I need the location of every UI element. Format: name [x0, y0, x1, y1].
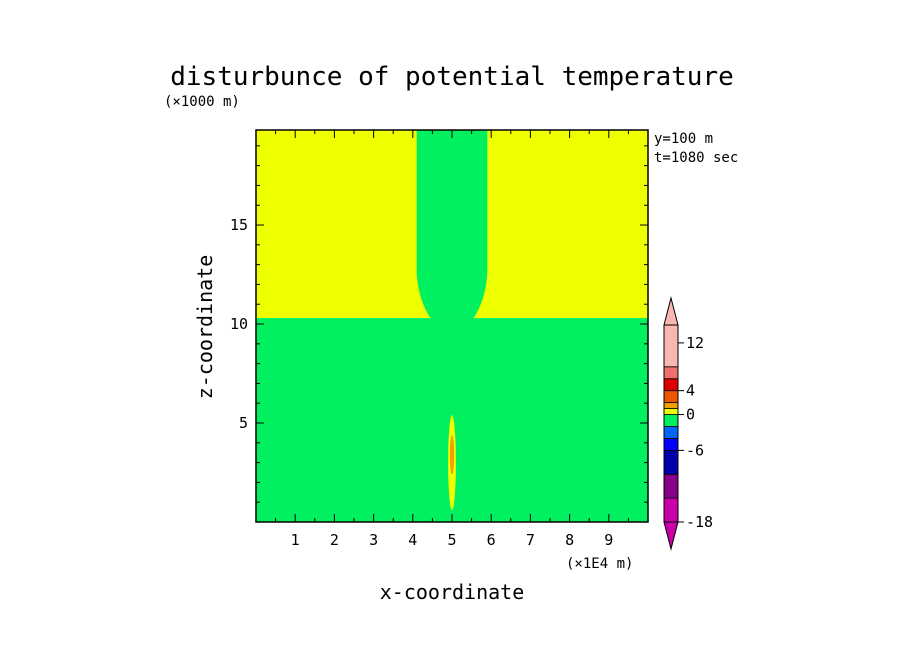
colorbar-tick-label: -6 [686, 441, 704, 459]
colorbar-swatch [663, 426, 679, 439]
x-tick-label: 9 [604, 531, 613, 549]
minor-ticks [256, 130, 648, 522]
colorbar: 12 4 0 -6 -18 [663, 296, 713, 551]
x-tick-label: 8 [565, 531, 574, 549]
colorbar-swatch [663, 473, 679, 499]
colorbar-max-arrow [663, 296, 679, 326]
y-axis-ticks: 5 10 15 [230, 216, 248, 432]
colorbar-swatch [663, 378, 679, 392]
colorbar-swatch [663, 402, 679, 409]
colorbar-min-arrow [663, 521, 679, 551]
x-tick-label: 4 [408, 531, 417, 549]
colorbar-tick-label: 12 [686, 334, 704, 352]
central-column-region [416, 130, 488, 319]
plot-area [255, 129, 649, 523]
x-axis-ticks: 1 2 3 4 5 6 7 8 9 [291, 531, 614, 549]
colorbar-tick-label: 0 [686, 406, 695, 424]
y-tick-label: 5 [239, 414, 248, 432]
colorbar-tick-label: 4 [686, 382, 695, 400]
x-axis-unit: (×1E4 m) [566, 556, 633, 572]
y-axis-label: z-coordinate [193, 255, 217, 400]
annotation-y: y=100 m [654, 131, 713, 147]
y-tick-label: 15 [230, 216, 248, 234]
x-tick-label: 7 [526, 531, 535, 549]
colorbar-tick-label: -18 [686, 513, 713, 531]
x-tick-label: 5 [447, 531, 456, 549]
annotation-t: t=1080 sec [654, 150, 738, 166]
x-tick-label: 2 [330, 531, 339, 549]
colorbar-swatch [663, 438, 679, 451]
colorbar-swatch [663, 390, 679, 404]
core-orange-region [449, 434, 455, 475]
colorbar-swatch [663, 366, 679, 380]
x-tick-label: 3 [369, 531, 378, 549]
colorbar-swatch [663, 408, 679, 415]
colorbar-swatch [663, 414, 679, 427]
colorbar-swatch [663, 449, 679, 475]
colorbar-swatch [663, 497, 679, 523]
y-axis-unit: (×1000 m) [164, 94, 240, 110]
x-tick-label: 6 [487, 531, 496, 549]
x-axis-label: x-coordinate [380, 580, 525, 604]
colorbar-swatch [663, 324, 679, 368]
y-tick-label: 10 [230, 315, 248, 333]
x-tick-label: 1 [291, 531, 300, 549]
chart-title: disturbunce of potential temperature [170, 62, 734, 92]
